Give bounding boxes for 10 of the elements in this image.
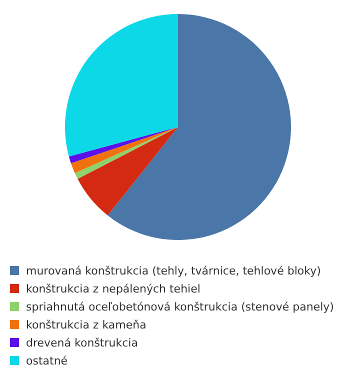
legend-label: spriahnutá oceľobetónová konštrukcia (stenové panely): [26, 300, 334, 314]
legend-label: konštrukcia z nepálených tehiel: [26, 282, 200, 296]
legend-label: konštrukcia z kameňa: [26, 318, 146, 332]
pie-slice: [108, 14, 291, 240]
legend-label: ostatné: [26, 354, 68, 368]
legend-label: murovaná konštrukcia (tehly, tvárnice, tehlové bloky): [26, 264, 321, 278]
pie-slice: [68, 127, 178, 164]
legend-label: drevená konštrukcia: [26, 336, 138, 350]
pie-slice: [65, 14, 178, 156]
pie-slice: [78, 127, 178, 216]
